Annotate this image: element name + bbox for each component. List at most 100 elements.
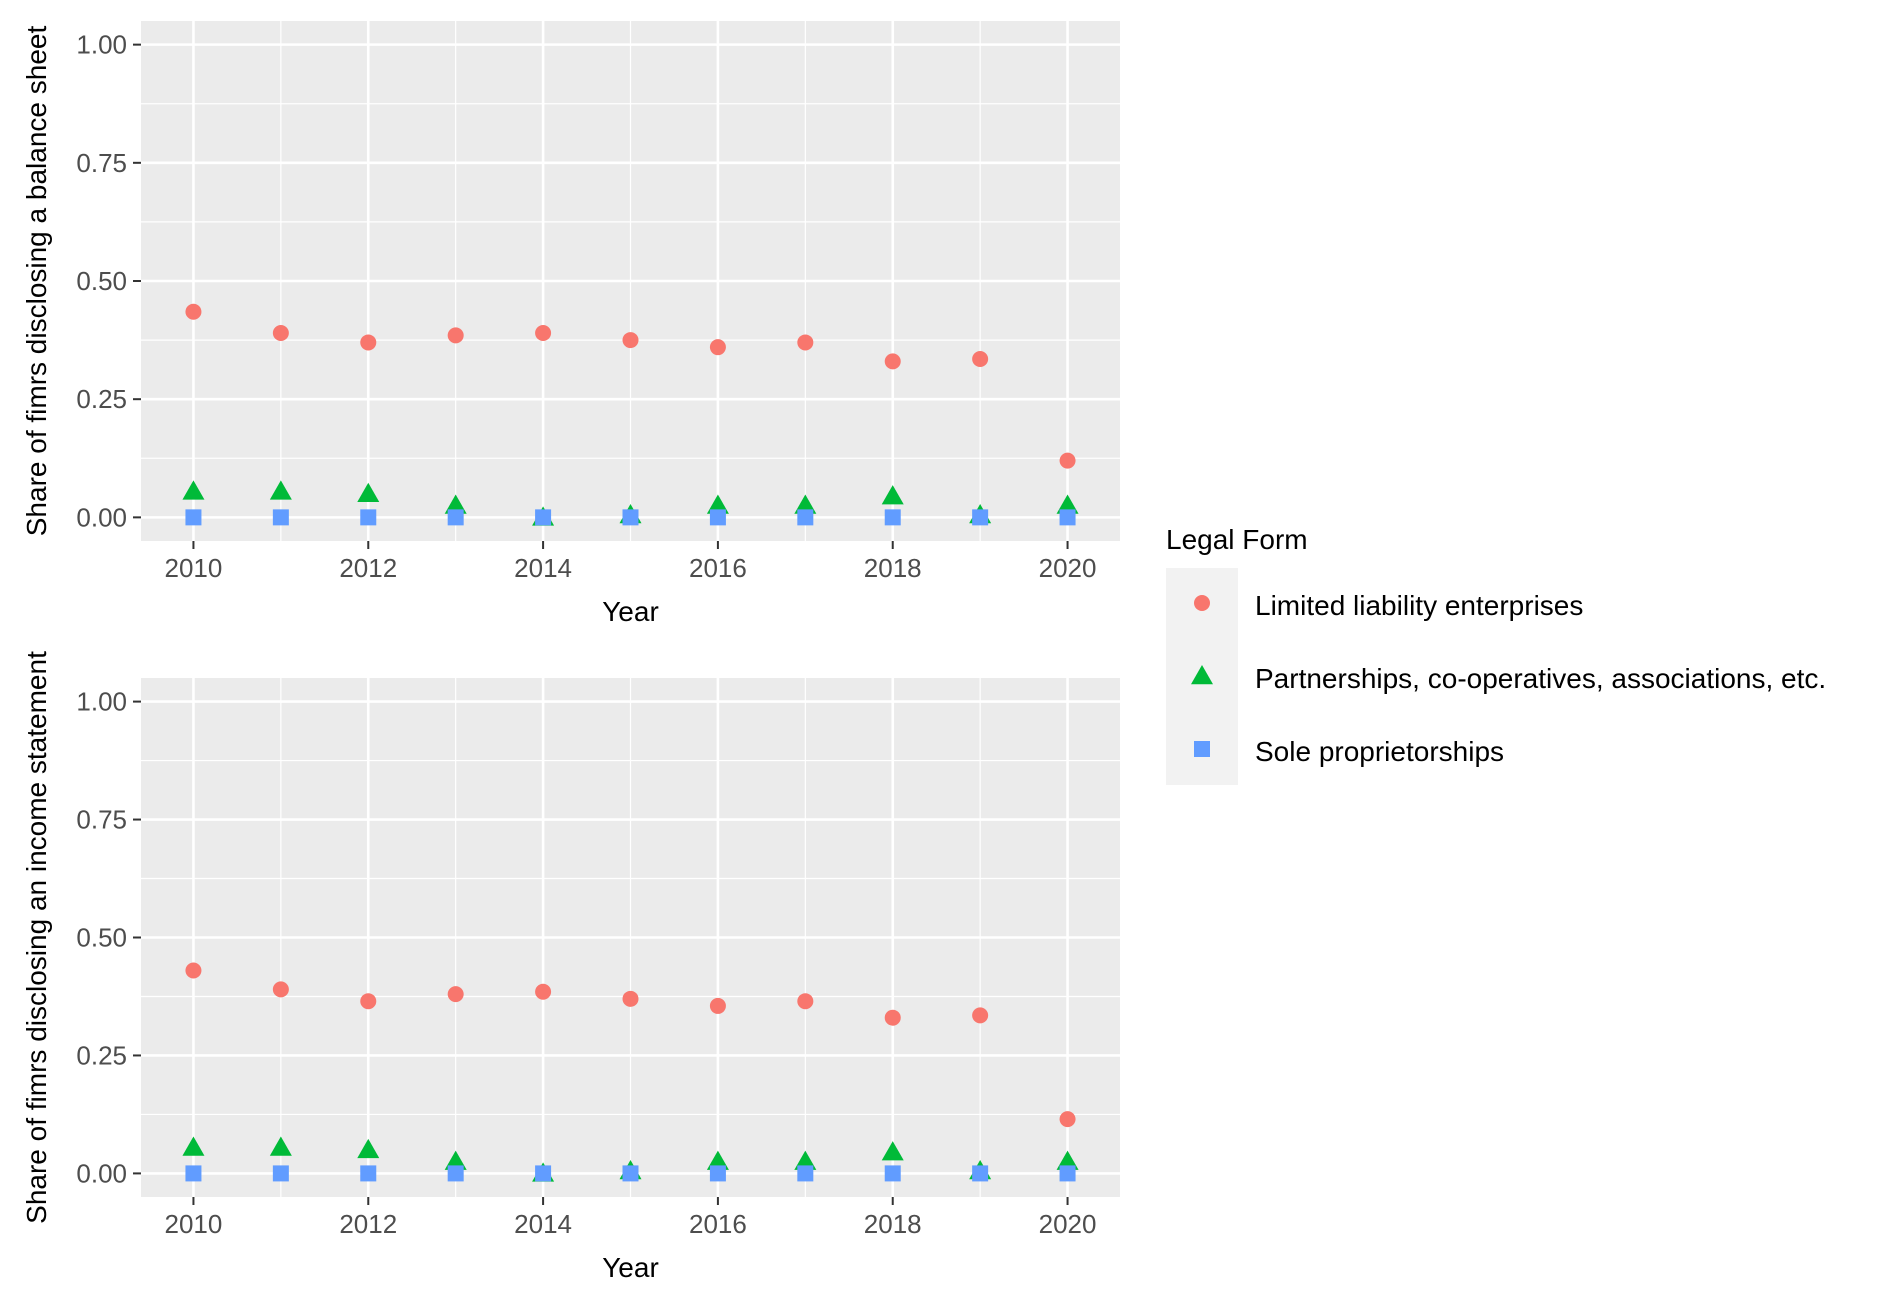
data-point-circle — [1059, 1111, 1076, 1128]
data-point-circle — [622, 332, 639, 349]
data-point-square — [972, 1165, 989, 1182]
legend-keys — [1191, 595, 1213, 757]
legend-label-partnerships: Partnerships, co-operatives, association… — [1255, 663, 1826, 694]
data-point-circle — [972, 1007, 989, 1024]
data-point-circle — [535, 325, 552, 341]
data-point-circle — [972, 351, 989, 367]
data-point-triangle — [444, 494, 467, 514]
x-tick-label: 2020 — [1039, 553, 1097, 583]
x-tick-label: 2020 — [1039, 1209, 1097, 1239]
y-tick-label: 0.50 — [76, 923, 127, 953]
y-tick-label: 0.75 — [76, 805, 127, 835]
legend-key-square — [1194, 741, 1210, 757]
data-point-triangle — [706, 1150, 729, 1170]
x-tick-label: 2016 — [689, 553, 747, 583]
data-point-circle — [709, 997, 726, 1014]
y-tick-label: 0.25 — [76, 384, 127, 414]
data-point-square — [185, 509, 202, 526]
data-point-circle — [797, 993, 814, 1010]
x-tick-label: 2014 — [514, 1209, 572, 1239]
data-point-circle — [884, 353, 901, 370]
y-tick-label: 0.00 — [76, 1158, 127, 1188]
balance-sheet-panel: 2010 2012 2014 2016 2018 2020 0.00 0.25 0.50 0.75… — [21, 21, 1120, 627]
income-statement-panel: 2010 2012 2014 2016 2018 2020 0.00 0.25 0.50 0.75… — [21, 651, 1120, 1283]
data-point-circle — [797, 334, 814, 351]
series-limited-liability-enterprises — [185, 303, 1076, 469]
legend-key-triangle — [1191, 665, 1213, 685]
series-sole-proprietorships — [185, 1165, 1076, 1182]
data-point-triangle — [706, 494, 729, 514]
data-point-square — [797, 1165, 814, 1182]
legend-label-limited-liability: Limited liability enterprises — [1255, 590, 1583, 621]
data-point-circle — [272, 981, 289, 998]
legend-key-circle — [1194, 595, 1210, 611]
x-tick-label: 2018 — [864, 1209, 922, 1239]
x-tick-label: 2010 — [165, 1209, 223, 1239]
y-axis-title: Share of fimrs disclosing a balance shee… — [21, 26, 52, 537]
data-point-square — [535, 1165, 552, 1182]
y-tick-label: 1.00 — [76, 30, 127, 60]
data-point-square — [622, 1165, 639, 1182]
y-tick-label: 0.00 — [76, 502, 127, 532]
data-point-circle — [622, 990, 639, 1007]
data-point-triangle — [269, 480, 292, 500]
data-point-triangle — [444, 1150, 467, 1170]
data-point-square — [972, 509, 989, 526]
y-tick-label: 1.00 — [76, 687, 127, 717]
data-point-square — [447, 509, 464, 526]
data-point-circle — [272, 325, 289, 341]
data-point-triangle — [357, 1138, 380, 1159]
data-point-circle — [360, 334, 377, 351]
data-point-triangle — [1056, 494, 1079, 514]
data-point-square — [884, 1165, 901, 1182]
x-axis-title: Year — [602, 1252, 659, 1283]
data-point-triangle — [182, 1136, 205, 1156]
data-point-square — [884, 509, 901, 526]
data-point-triangle — [794, 494, 817, 514]
series-sole-proprietorships — [185, 509, 1076, 526]
x-tick-label: 2018 — [864, 553, 922, 583]
data-point-circle — [535, 983, 552, 1000]
x-axis-title: Year — [602, 596, 659, 627]
x-tick-label: 2012 — [339, 1209, 397, 1239]
data-point-square — [272, 1165, 289, 1182]
data-point-square — [1059, 509, 1076, 526]
data-point-triangle — [881, 485, 904, 505]
x-tick-label: 2012 — [339, 553, 397, 583]
data-point-square — [709, 509, 726, 526]
data-point-square — [447, 1165, 464, 1182]
data-point-square — [185, 1165, 202, 1182]
data-point-triangle — [794, 1150, 817, 1170]
data-point-square — [622, 509, 639, 526]
x-tick-label: 2010 — [165, 553, 223, 583]
data-point-square — [360, 1165, 377, 1182]
x-tick-label: 2014 — [514, 553, 572, 583]
y-tick-label: 0.50 — [76, 266, 127, 296]
data-point-circle — [447, 986, 464, 1003]
legend-label-sole-proprietorships: Sole proprietorships — [1255, 736, 1504, 767]
data-point-square — [797, 509, 814, 526]
y-tick-label: 0.25 — [76, 1040, 127, 1070]
data-point-triangle — [1056, 1150, 1079, 1170]
data-point-circle — [1059, 452, 1076, 469]
y-axis-title: Share of fimrs disclosing an income stat… — [21, 651, 52, 1224]
legend-title: Legal Form — [1166, 524, 1308, 555]
data-point-circle — [185, 962, 202, 979]
data-point-circle — [360, 993, 377, 1010]
series-limited-liability-enterprises — [185, 962, 1076, 1128]
data-point-triangle — [881, 1141, 904, 1161]
data-point-square — [1059, 1165, 1076, 1182]
data-point-triangle — [269, 1136, 292, 1156]
data-point-triangle — [357, 482, 380, 502]
legend: Legal Form Limited liability enterprises… — [1166, 524, 1826, 785]
data-point-circle — [709, 339, 726, 356]
data-point-square — [709, 1165, 726, 1182]
x-tick-label: 2016 — [689, 1209, 747, 1239]
data-point-square — [535, 509, 552, 526]
data-point-circle — [447, 327, 464, 344]
y-tick-label: 0.75 — [76, 148, 127, 178]
data-point-circle — [185, 303, 202, 320]
data-point-square — [272, 509, 289, 526]
data-point-circle — [884, 1009, 901, 1026]
